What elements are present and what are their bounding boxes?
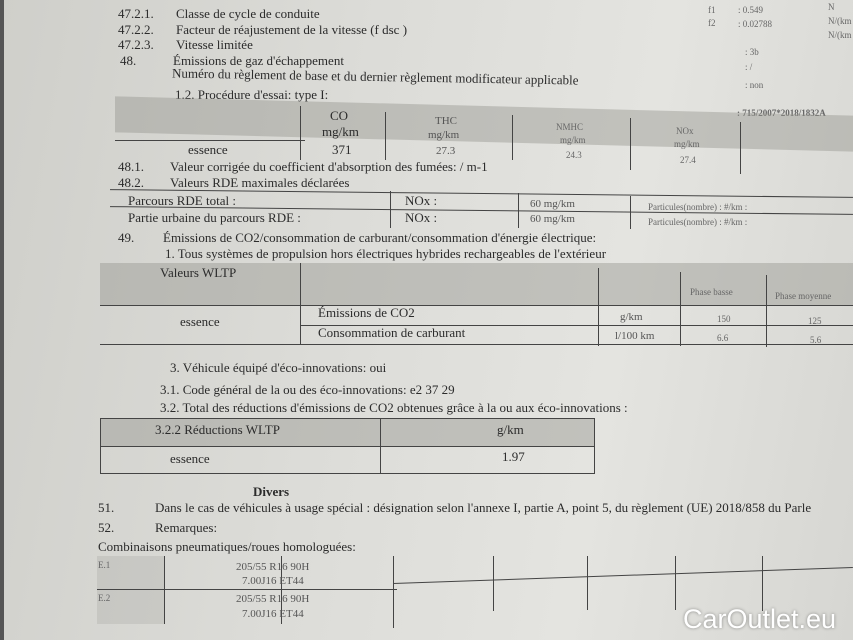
f2-value: : 0.02788 [738,19,773,29]
reductions-unit: g/km [497,422,524,437]
rde-particles: Particules(nombre) : #/km : [648,217,748,227]
limited-value: : non [745,80,764,90]
cycle-value: : 3b [745,47,759,57]
fdsc-value: : / [745,62,753,72]
wltp-value: 6.6 [717,333,729,343]
value-nox: 27.4 [680,155,696,165]
line-48-1: Valeur corrigée du coefficient d'absorpt… [170,159,488,174]
line-num: 47.2.2. [118,22,154,37]
tire-id: E.2 [98,593,111,603]
line-label: Facteur de réajustement de la vitesse (f… [176,22,408,37]
wltp-unit: g/km [620,311,643,323]
col-co: CO [330,108,349,123]
line-num: 49. [118,230,135,245]
wltp-value: 5.6 [810,335,822,345]
wltp-value: 150 [717,314,731,324]
line-label: Émissions de gaz d'échappement [173,53,344,68]
tire-id: E.1 [98,560,111,570]
rde-value: 60 mg/km [530,198,575,210]
line-48-2: Valeurs RDE maximales déclarées [170,175,350,190]
regulation-line: Numéro du règlement de base et du dernie… [171,65,579,88]
tire-size: 205/55 R16 90H [236,561,310,573]
rde-label: Parcours RDE total : [128,193,236,208]
line-num: 47.2.1. [118,6,154,21]
line-49: Émissions de CO2/consommation de carbura… [163,230,597,245]
tires-title: Combinaisons pneumatiques/roues homologu… [98,539,356,554]
unit: N/(km [828,16,852,26]
line-num: 48.1. [118,159,144,174]
f1-label: f1 [708,5,716,15]
col-nox-unit: mg/km [674,139,700,149]
value-nmhc: 24.3 [566,150,582,160]
value-co: 371 [332,142,352,157]
rim-size: 7.00J16 ET44 [242,608,304,620]
rde-pollutant: NOx : [405,210,438,225]
line-49-1: 1. Tous systèmes de propulsion hors élec… [165,246,607,261]
reductions-title: 3.2.2 Réductions WLTP [155,422,280,437]
line-label: Vitesse limitée [176,37,253,52]
line-num: 48.2. [118,175,144,190]
line-num: 47.2.3. [118,37,154,52]
f2-label: f2 [708,18,716,28]
line-label: Classe de cycle de conduite [176,6,320,21]
rde-pollutant: NOx : [405,193,438,208]
eco-line-3-1: 3.1. Code général de la ou des éco-innov… [160,382,455,397]
wltp-value: 125 [808,316,822,326]
line-num: 51. [98,500,115,515]
divers-title: Divers [253,484,290,499]
regulation-value: : 715/2007*2018/1832A [737,108,826,118]
procedure-line: 1.2. Procédure d'essai: type I: [175,87,329,102]
col-co-unit: mg/km [322,124,359,139]
rim-size: 7.00J16 ET44 [242,575,304,587]
tire-size: 205/55 R16 90H [236,593,310,605]
phase-medium: Phase moyenne [775,291,832,301]
col-nox: NOx [676,126,694,136]
unit: N [828,2,835,12]
page-edge [0,0,4,640]
line-51: Dans le cas de véhicules à usage spécial… [155,500,812,515]
eco-line-3-2: 3.2. Total des réductions d'émissions de… [160,400,628,415]
phase-low: Phase basse [690,287,733,297]
f1-value: : 0.549 [738,5,764,15]
wltp-title: Valeurs WLTP [160,265,237,280]
col-thc: THC [435,115,457,127]
line-num: 52. [98,520,115,535]
line-num: 48. [120,53,137,68]
rde-particles: Particules(nombre) : #/km : [648,202,748,212]
row-fuel: essence [188,142,228,157]
eco-line-3: 3. Véhicule équipé d'éco-innovations: ou… [170,360,387,375]
line-52: Remarques: [155,520,218,535]
unit: N/(km [828,30,852,40]
rde-value: 60 mg/km [530,213,575,225]
col-nmhc-unit: mg/km [560,135,586,145]
wltp-unit: l/100 km [615,330,655,342]
rde-label: Partie urbaine du parcours RDE : [128,210,301,225]
value-thc: 27.3 [436,145,456,157]
col-nmhc: NMHC [556,122,584,132]
wltp-fuel: essence [180,314,220,329]
col-thc-unit: mg/km [428,129,460,141]
reductions-fuel: essence [170,451,210,466]
wltp-row-label: Émissions de CO2 [318,305,415,320]
wltp-row-label: Consommation de carburant [318,325,466,340]
reductions-value: 1.97 [502,449,525,464]
watermark-logo: CarOutlet.eu [683,604,837,634]
